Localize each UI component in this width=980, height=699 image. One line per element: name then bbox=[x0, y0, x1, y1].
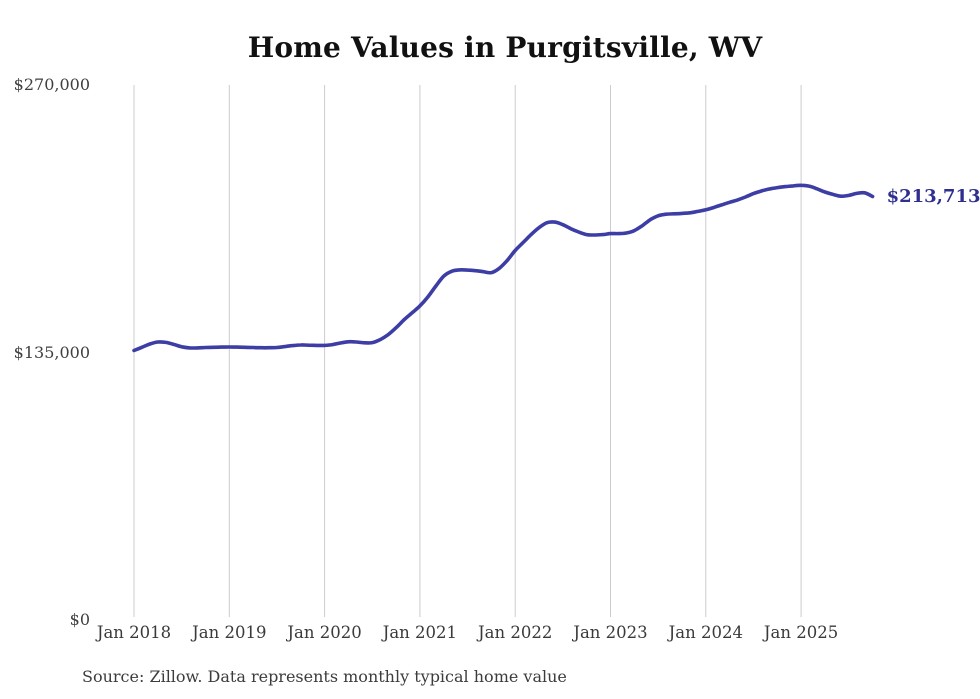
x-tick-label: Jan 2022 bbox=[478, 623, 553, 642]
chart-title: Home Values in Purgitsville, WV bbox=[247, 31, 763, 64]
home-value-series-line bbox=[132, 183, 875, 353]
x-tick-label: Jan 2021 bbox=[382, 623, 458, 642]
end-value-label: $213,713 bbox=[886, 185, 980, 207]
x-tick-label: Jan 2019 bbox=[192, 623, 267, 642]
source-note: Source: Zillow. Data represents monthly … bbox=[82, 667, 567, 686]
y-tick-label: $270,000 bbox=[13, 75, 90, 94]
x-tick-label: Jan 2018 bbox=[96, 623, 172, 642]
x-tick-label: Jan 2020 bbox=[287, 623, 362, 642]
y-tick-label: $135,000 bbox=[13, 342, 90, 362]
y-tick-label: $0 bbox=[69, 610, 90, 629]
x-tick-label: Jan 2025 bbox=[763, 623, 839, 642]
x-tick-label: Jan 2024 bbox=[668, 623, 743, 642]
x-tick-label: Jan 2023 bbox=[573, 623, 648, 642]
